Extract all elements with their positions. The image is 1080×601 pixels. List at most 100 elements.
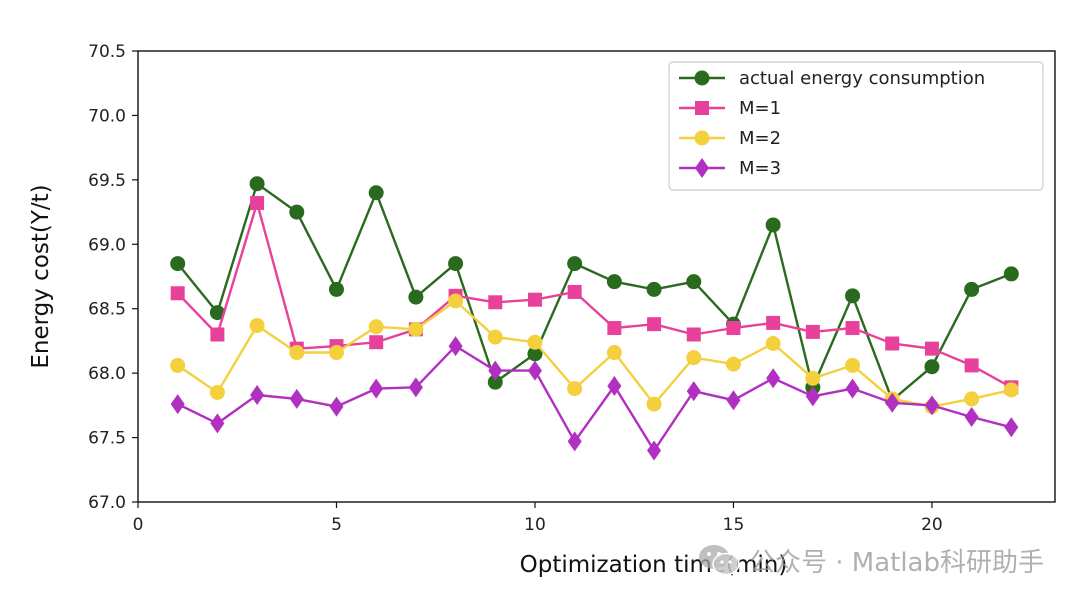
data-point <box>289 388 304 409</box>
data-point <box>606 345 622 361</box>
data-point <box>606 274 622 290</box>
data-point <box>170 286 185 301</box>
data-point <box>369 378 384 399</box>
data-point <box>647 440 662 461</box>
data-point <box>964 391 980 407</box>
data-point <box>765 217 781 233</box>
data-point <box>250 196 265 211</box>
data-point <box>607 321 622 336</box>
x-axis-label: Optimization time(min) <box>520 552 788 578</box>
data-point <box>805 386 820 407</box>
legend-marker <box>694 130 710 146</box>
series-1 <box>170 176 1019 408</box>
data-point <box>686 274 702 290</box>
data-point <box>210 413 225 434</box>
data-point <box>845 321 860 336</box>
data-point <box>765 336 781 352</box>
data-point <box>408 289 424 305</box>
data-point <box>289 345 305 361</box>
y-tick-label: 68.5 <box>88 300 126 320</box>
data-point <box>527 292 542 307</box>
data-point <box>567 256 583 272</box>
y-tick-label: 70.0 <box>88 106 126 126</box>
data-point <box>924 359 940 375</box>
series-line <box>176 182 1012 402</box>
data-point <box>964 358 979 373</box>
data-point <box>488 360 503 381</box>
data-point <box>487 329 503 345</box>
data-point <box>487 374 503 390</box>
y-tick-label: 69.0 <box>88 235 126 255</box>
series-line <box>176 201 1012 389</box>
data-point <box>170 394 185 415</box>
data-point <box>209 305 225 321</box>
data-point <box>329 396 344 417</box>
data-point <box>170 256 186 272</box>
watermark: 公众号 · Matlab科研助手 <box>697 540 1044 580</box>
watermark-text: 公众号 · Matlab科研助手 <box>748 547 1044 578</box>
y-axis-label: Energy cost(Y/t) <box>28 184 54 368</box>
data-point <box>1003 266 1019 282</box>
data-point <box>368 319 384 335</box>
legend-label: M=1 <box>739 98 781 119</box>
data-point <box>726 390 741 411</box>
series-4 <box>170 336 1019 461</box>
data-point <box>845 378 860 399</box>
y-tick-label: 69.5 <box>88 171 126 191</box>
data-point <box>885 392 900 413</box>
data-point <box>647 317 662 332</box>
x-tick-label: 5 <box>331 515 342 535</box>
data-point <box>209 384 225 400</box>
series-line <box>177 344 1012 452</box>
data-point <box>686 327 701 342</box>
series-2 <box>170 196 1019 395</box>
legend: actual energy consumption M=1 M=2 M=3 <box>668 61 1044 191</box>
data-point <box>408 377 423 398</box>
data-point <box>1003 382 1019 398</box>
data-point <box>249 176 265 192</box>
data-point <box>448 256 464 272</box>
data-point <box>369 335 384 350</box>
plot-frame <box>137 50 1056 503</box>
y-tick-label: 68.0 <box>88 364 126 384</box>
legend-label: M=3 <box>739 158 781 179</box>
data-point <box>964 406 979 427</box>
data-point <box>924 395 939 416</box>
data-point <box>210 327 225 342</box>
data-point <box>567 284 582 299</box>
data-point <box>328 345 344 361</box>
y-tick-label: 70.5 <box>88 42 126 62</box>
series-line <box>177 299 1012 408</box>
data-point <box>408 321 424 337</box>
data-point <box>845 288 861 304</box>
data-point <box>328 281 344 297</box>
data-point <box>805 370 821 386</box>
data-point <box>527 346 543 362</box>
legend-marker <box>695 158 709 178</box>
x-tick-label: 20 <box>921 515 943 535</box>
data-point <box>368 185 384 201</box>
data-point <box>686 381 701 402</box>
data-point <box>488 295 503 310</box>
data-point <box>766 368 781 389</box>
data-point <box>527 360 542 381</box>
y-tick-label: 67.0 <box>88 493 126 513</box>
legend-marker <box>695 101 709 115</box>
data-point <box>924 341 939 356</box>
series-3 <box>170 293 1019 415</box>
data-point <box>686 350 702 366</box>
y-tick-label: 67.5 <box>88 429 126 449</box>
data-point <box>646 281 662 297</box>
data-point <box>448 293 464 309</box>
data-point <box>607 376 622 397</box>
data-point <box>250 385 265 406</box>
data-point <box>289 204 305 220</box>
data-point <box>885 336 900 351</box>
x-tick-label: 10 <box>524 515 546 535</box>
data-point <box>448 336 463 357</box>
data-point <box>766 315 781 330</box>
data-point <box>805 324 820 339</box>
data-point <box>726 321 741 336</box>
legend-label: actual energy consumption <box>739 68 985 89</box>
